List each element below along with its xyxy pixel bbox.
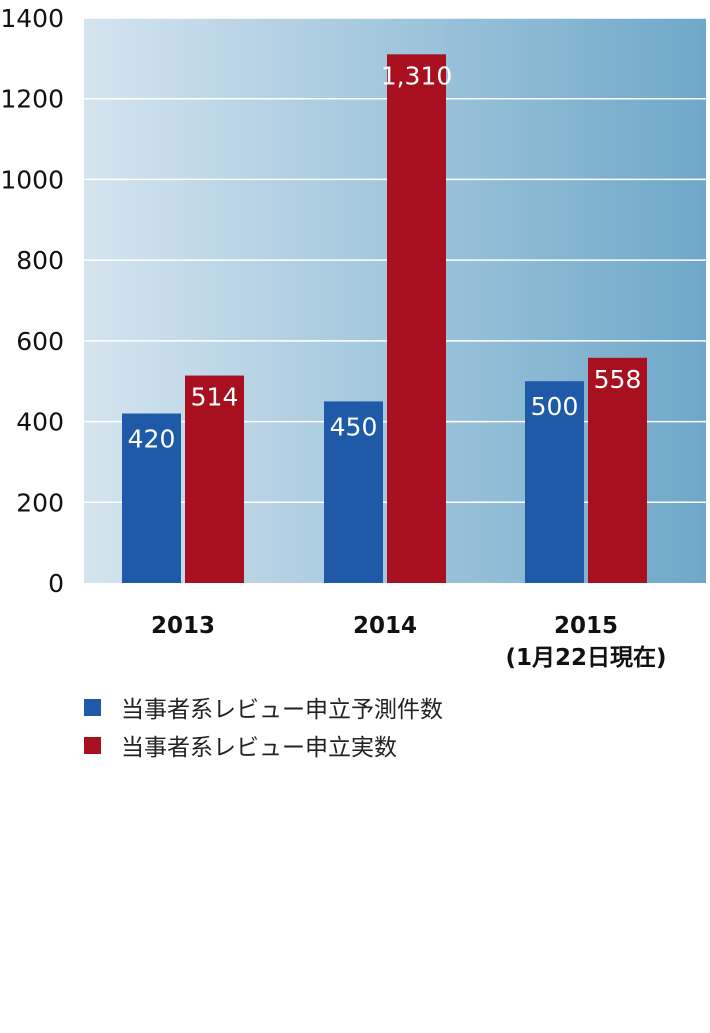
x-tick-label: (1月22日現在) [505, 644, 666, 671]
y-tick-label: 400 [16, 408, 64, 437]
bar-chart: 420 450 500 514 1,310 558 0 200 400 600 800 1000 12… [0, 4, 706, 671]
y-tick-label: 0 [48, 569, 64, 598]
legend-label-predicted: 当事者系レビュー申立予測件数 [121, 697, 443, 723]
bar-value-label: 450 [330, 412, 378, 441]
bar-value-label: 558 [594, 365, 642, 394]
legend-label-actual: 当事者系レビュー申立実数 [121, 735, 397, 761]
bar-actual [588, 357, 647, 583]
x-tick-label: 2013 [151, 613, 215, 639]
y-tick-label: 600 [16, 327, 64, 356]
legend-item-predicted: 当事者系レビュー申立予測件数 [84, 688, 443, 726]
y-tick-label: 1200 [0, 85, 64, 114]
bar-value-label: 514 [191, 383, 239, 412]
legend-swatch-actual [84, 736, 101, 754]
legend: 当事者系レビュー申立予測件数 当事者系レビュー申立実数 [84, 688, 443, 764]
legend-swatch-predicted [84, 698, 101, 716]
bar-value-label: 1,310 [381, 61, 453, 90]
y-tick-label: 1400 [0, 4, 64, 33]
y-tick-label: 1000 [0, 165, 64, 194]
bar-actual [387, 54, 446, 584]
bar-predicted [525, 381, 584, 583]
bar-predicted [324, 401, 383, 583]
x-tick-label: 2014 [353, 613, 417, 639]
bar-value-label: 420 [128, 425, 176, 454]
bar-predicted [122, 413, 181, 583]
y-tick-label: 800 [16, 246, 64, 275]
legend-item-actual: 当事者系レビュー申立実数 [84, 726, 443, 764]
x-tick-label: 2015 [554, 613, 618, 639]
bar-value-label: 500 [531, 392, 579, 421]
bar-actual [185, 375, 244, 583]
y-tick-label: 200 [16, 488, 64, 517]
